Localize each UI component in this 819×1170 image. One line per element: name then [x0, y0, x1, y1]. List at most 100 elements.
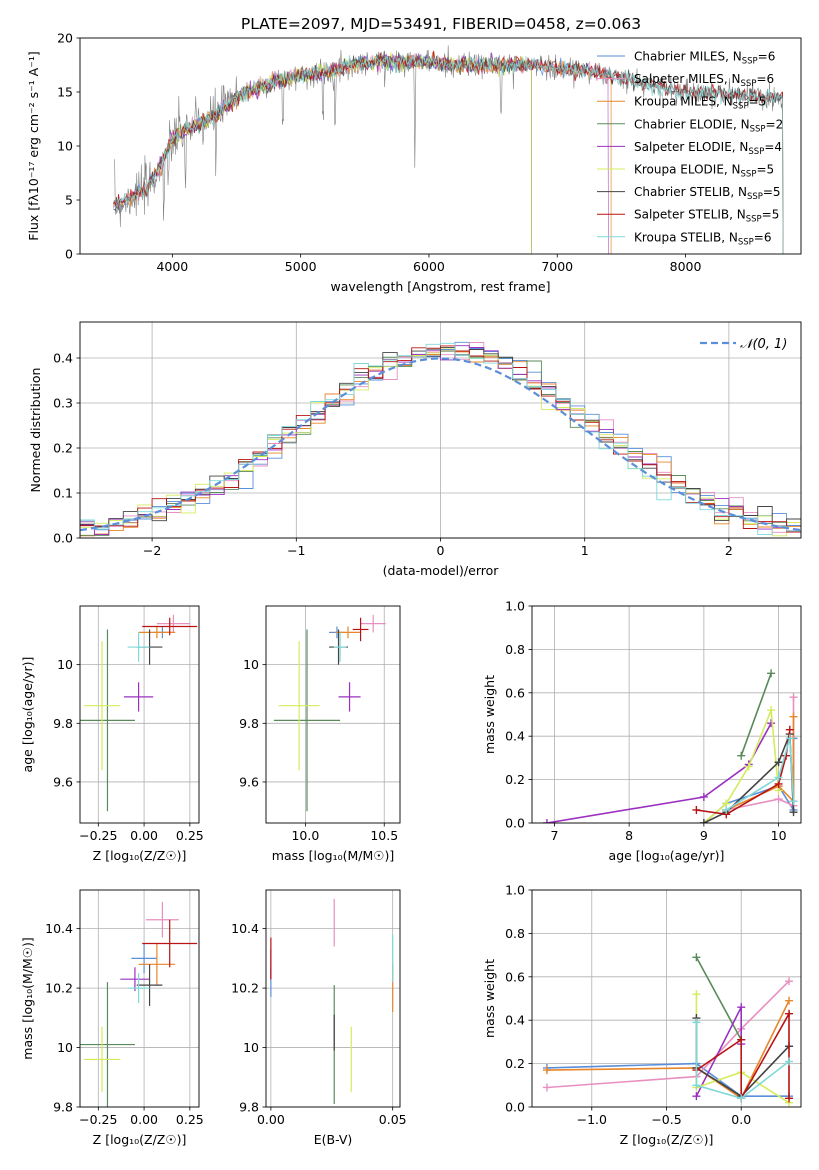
legend-label: Chabrier STELIB, NSSP=5	[634, 185, 781, 202]
error-bar-point	[156, 614, 190, 633]
x-tick-label: 7000	[541, 259, 573, 274]
error-bar-point	[138, 626, 176, 639]
x-tick-label: −0.5	[651, 1112, 681, 1127]
y-tick-label: 10	[57, 657, 73, 672]
x-tick-label: 0.00	[130, 1112, 158, 1127]
y-tick-label: 1.0	[505, 599, 525, 614]
y-tick-label: 9.8	[53, 716, 73, 731]
weight-marker	[785, 734, 794, 743]
axes-frame	[531, 889, 802, 1108]
normal-curve	[80, 357, 801, 532]
legend-item: Kroupa ELODIE, NSSP=5	[597, 163, 774, 180]
weight-marker	[767, 706, 776, 715]
weight-marker	[737, 1094, 746, 1103]
y-axis-label: Normed distribution	[28, 368, 43, 493]
y-tick-label: 10	[243, 657, 259, 672]
y-tick-label: 10.4	[45, 921, 73, 936]
weight-series-line	[725, 716, 795, 811]
weight-marker	[692, 990, 701, 999]
x-tick-label: 10.0	[291, 828, 319, 843]
error-bar-point	[127, 632, 150, 662]
error-bar-point	[127, 973, 150, 1003]
error-bar-point	[145, 901, 179, 938]
legend-label: Salpeter ELODIE, NSSP=4	[634, 140, 782, 157]
panel-mass-vs-Z: −0.25 0.00 0.25 9.8 10 10.2 10.4 Z [log₁₀(Z/Z☉)…	[20, 889, 204, 1147]
legend-label: Chabrier MILES, NSSP=6	[634, 50, 775, 67]
axes-frame	[531, 605, 802, 824]
x-tick-label: 8	[625, 828, 633, 843]
x-tick-label: 0	[437, 543, 445, 558]
weight-series-line	[695, 956, 742, 1041]
weight-marker	[774, 795, 783, 804]
axes-frame	[79, 605, 200, 824]
error-bar-point	[142, 919, 198, 968]
error-bar-point	[136, 964, 163, 1006]
weight-marker	[785, 725, 794, 734]
weight-series-line	[546, 1000, 790, 1100]
panel-weight-vs-age: 7 8 9 10 0.0 0.2 0.4 0.6 0.8 1.0 age [log₁₀(age/yr…	[482, 599, 802, 863]
y-axis-label: mass [log₁₀(M/M☉)]	[20, 937, 35, 1059]
legend-item: Salpeter ELODIE, NSSP=4	[597, 140, 782, 157]
error-bar-point	[273, 629, 341, 812]
legend-label: Salpeter MILES, NSSP=6	[634, 72, 774, 89]
legend-item: Chabrier STELIB, NSSP=5	[597, 185, 781, 202]
x-tick-label: 4000	[156, 259, 188, 274]
x-axis-label: wavelength [Angstrom, rest frame]	[330, 279, 550, 294]
panel-age-vs-mass: 10.0 10.5 9.6 9.8 10 mass [log₁₀(M/M☉)]	[239, 605, 401, 863]
y-tick-label: 0.8	[505, 926, 525, 941]
weight-marker	[767, 669, 776, 678]
y-tick-label: 0.0	[53, 531, 73, 546]
weight-marker	[774, 758, 783, 767]
y-tick-label: 0.2	[53, 441, 73, 456]
x-axis-label: mass [log₁₀(M/M☉)]	[272, 848, 394, 863]
weight-marker	[737, 751, 746, 760]
error-bar-point	[278, 641, 320, 771]
error-bar-point	[80, 629, 135, 812]
x-tick-label: −2	[143, 543, 161, 558]
y-tick-label: 0.6	[505, 969, 525, 984]
error-bar-point	[138, 943, 176, 986]
figure-title: PLATE=2097, MJD=53491, FIBERID=0458, z=0…	[241, 15, 641, 33]
legend-label: Kroupa STELIB, NSSP=6	[634, 230, 772, 247]
axes-frame	[265, 605, 401, 824]
x-tick-label: 6000	[413, 259, 445, 274]
error-bar-point	[83, 1026, 121, 1093]
weight-marker	[789, 808, 798, 817]
y-axis-label: Flux [fλ10⁻¹⁷ erg cm⁻² s⁻¹ A⁻¹]	[26, 51, 41, 240]
y-axis-label: age [log₁₀(age/yr)]	[20, 657, 35, 773]
weight-marker	[692, 805, 701, 814]
weight-marker	[789, 712, 798, 721]
weight-marker	[699, 792, 708, 801]
y-tick-label: 0.4	[53, 351, 73, 366]
y-tick-label: 10	[57, 139, 73, 154]
y-tick-label: 5	[65, 193, 73, 208]
weight-marker	[767, 719, 776, 728]
spectrum-lines	[113, 45, 784, 254]
weight-marker	[785, 1009, 794, 1018]
x-tick-label: 9	[700, 828, 708, 843]
error-bar-point	[142, 617, 198, 636]
y-tick-label: 0.0	[505, 816, 525, 831]
x-axis-label: (data-model)/error	[383, 563, 500, 578]
histogram-steps	[80, 341, 801, 537]
y-tick-label: 0.1	[53, 486, 73, 501]
axes-frame	[79, 321, 802, 539]
y-tick-label: 0.4	[505, 729, 525, 744]
error-bar-point	[131, 943, 157, 974]
weight-marker	[542, 1066, 551, 1075]
x-tick-label: 1	[581, 543, 589, 558]
y-tick-label: 0.4	[505, 1013, 525, 1028]
panel-mass-vs-EBV: 0.00 0.05 9.8 10 10.2 10.4 E(B-V)	[231, 889, 407, 1147]
y-tick-label: 10.4	[231, 921, 259, 936]
error-bar-point	[333, 632, 347, 662]
axes-frame	[79, 889, 200, 1108]
x-tick-label: −1	[287, 543, 305, 558]
x-tick-label: 2	[725, 543, 733, 558]
weight-marker	[699, 819, 708, 823]
weight-marker	[789, 693, 798, 702]
legend-item: Salpeter STELIB, NSSP=5	[597, 208, 779, 225]
panel-spectrum: 4000 5000 6000 7000 8000 0 5 10 15 20 wavelength […	[26, 31, 802, 294]
x-tick-label: −0.25	[79, 828, 117, 843]
y-tick-label: 10.2	[231, 981, 259, 996]
weight-marker	[785, 977, 794, 986]
